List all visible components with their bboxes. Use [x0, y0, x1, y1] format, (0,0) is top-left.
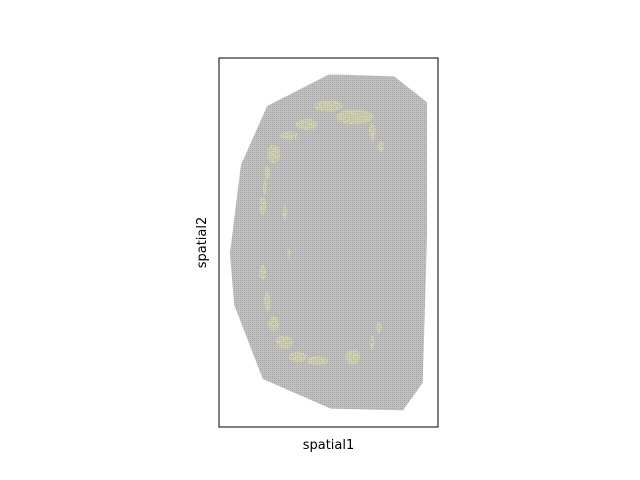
highlight-cluster-10 [282, 205, 287, 221]
highlight-cluster-6 [262, 179, 268, 195]
highlight-cluster-2 [295, 118, 318, 130]
highlight-cluster-16 [289, 351, 307, 363]
highlight-cluster-5 [264, 165, 270, 180]
highlight-cluster-19 [376, 321, 382, 333]
highlight-cluster-18 [344, 349, 361, 365]
highlight-cluster-17 [306, 356, 329, 365]
highlighted-spots [258, 100, 385, 365]
highlight-cluster-12 [258, 264, 267, 280]
axes-frame [218, 57, 439, 428]
highlight-cluster-0 [314, 100, 343, 112]
highlight-cluster-7 [259, 196, 267, 215]
highlight-cluster-9 [377, 141, 385, 153]
highlight-cluster-20 [370, 334, 375, 350]
plot-area [229, 74, 427, 411]
x-axis-label: spatial1 [303, 438, 355, 453]
highlight-cluster-15 [275, 335, 294, 349]
highlight-cluster-11 [287, 248, 291, 260]
y-axis-label: spatial2 [195, 217, 210, 269]
highlight-cluster-14 [268, 316, 280, 332]
highlight-cluster-3 [280, 131, 298, 140]
highlight-cluster-13 [263, 292, 271, 311]
highlight-cluster-8 [369, 122, 376, 141]
highlight-cluster-4 [267, 144, 281, 164]
highlight-cluster-1 [336, 109, 374, 125]
